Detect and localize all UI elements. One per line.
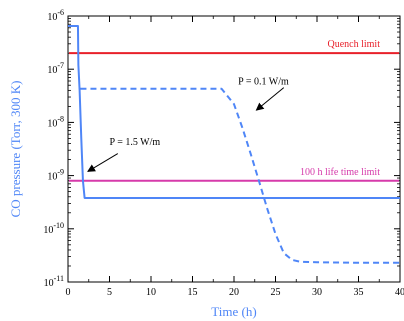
- limit-lines: Quench limit 100 h life time limit: [69, 39, 399, 182]
- y-tick-label: 10-8: [47, 114, 64, 129]
- y-tick-label: 10-6: [47, 8, 64, 23]
- x-tick-label: 0: [66, 287, 71, 298]
- annotation-label: P = 1.5 W/m: [110, 137, 161, 148]
- x-tick-label: 5: [107, 287, 112, 298]
- plot-frame: [67, 15, 401, 283]
- y-axis: 10-6 10-7 10-8 10-9 10-10 10-11: [43, 8, 400, 289]
- annotation-arrow: [87, 153, 119, 172]
- x-tick-label: 30: [312, 287, 322, 298]
- y-tick-label: 10-9: [47, 168, 64, 183]
- series-p-1-5: [68, 24, 400, 199]
- x-axis: 0 5 10 15 20 25 30 35 40: [66, 16, 404, 298]
- series-p-0-1: [80, 87, 400, 264]
- y-tick-label: 10-11: [44, 274, 64, 289]
- data-series: [68, 24, 400, 264]
- x-tick-label: 25: [271, 287, 281, 298]
- y-axis-title: CO pressure (Torr, 300 K): [8, 81, 23, 218]
- y-tick-label: 10-10: [43, 221, 64, 236]
- x-tick-label: 15: [188, 287, 198, 298]
- x-tick-label: 40: [395, 287, 404, 298]
- annotation-arrow: [255, 87, 285, 111]
- y-tick-label: 10-7: [47, 61, 64, 76]
- x-tick-label: 35: [354, 287, 364, 298]
- annotations: P = 0.1 W/m P = 1.5 W/m: [87, 76, 289, 172]
- x-tick-label: 20: [229, 287, 239, 298]
- annotation-label: P = 0.1 W/m: [238, 76, 289, 87]
- life-limit-label: 100 h life time limit: [300, 167, 380, 178]
- x-axis-title: Time (h): [211, 304, 256, 319]
- quench-limit-label: Quench limit: [328, 39, 381, 50]
- x-tick-label: 10: [146, 287, 156, 298]
